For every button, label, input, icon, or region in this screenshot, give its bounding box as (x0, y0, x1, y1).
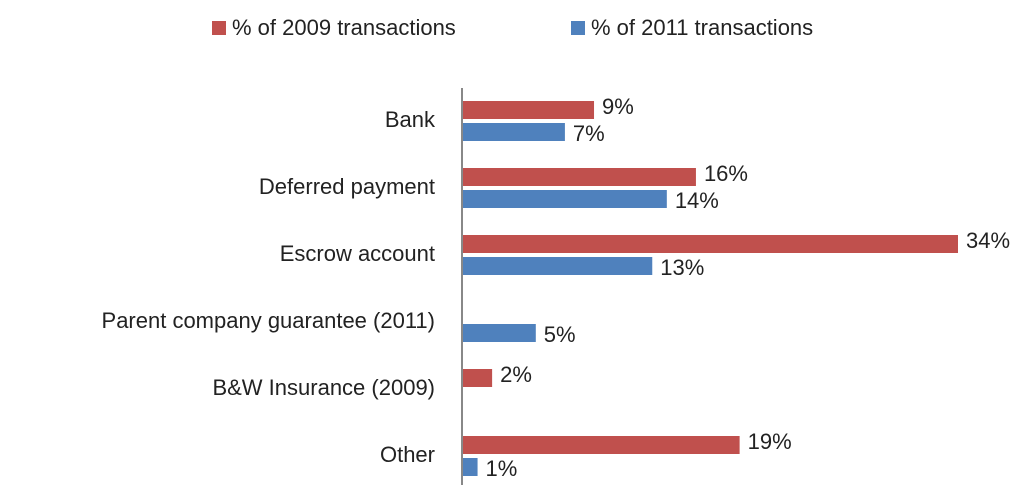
value-label: 2% (500, 362, 532, 387)
value-label: 9% (602, 94, 634, 119)
category-label: Bank (385, 107, 436, 132)
value-label: 13% (660, 255, 704, 280)
category-label: Parent company guarantee (2011) (102, 308, 435, 333)
bar (463, 190, 667, 208)
value-label: 14% (675, 188, 719, 213)
bar (463, 235, 958, 253)
value-label: 34% (966, 228, 1010, 253)
bar (463, 436, 740, 454)
bar (463, 123, 565, 141)
category-label: B&W Insurance (2009) (212, 375, 435, 400)
legend-label: % of 2011 transactions (591, 15, 813, 40)
legend-swatch (212, 21, 226, 35)
value-label: 7% (573, 121, 605, 146)
bar (463, 324, 536, 342)
bar (463, 369, 493, 387)
legend-label: % of 2009 transactions (232, 15, 456, 40)
value-label: 5% (544, 322, 576, 347)
value-label: 19% (748, 429, 792, 454)
category-label: Other (380, 442, 435, 467)
value-label: 1% (486, 456, 518, 481)
category-label: Deferred payment (259, 174, 435, 199)
bar (463, 101, 595, 119)
legend-swatch (571, 21, 585, 35)
bar (463, 257, 653, 275)
category-label: Escrow account (280, 241, 435, 266)
bar (463, 168, 696, 186)
bar (463, 458, 478, 476)
value-label: 16% (704, 161, 748, 186)
